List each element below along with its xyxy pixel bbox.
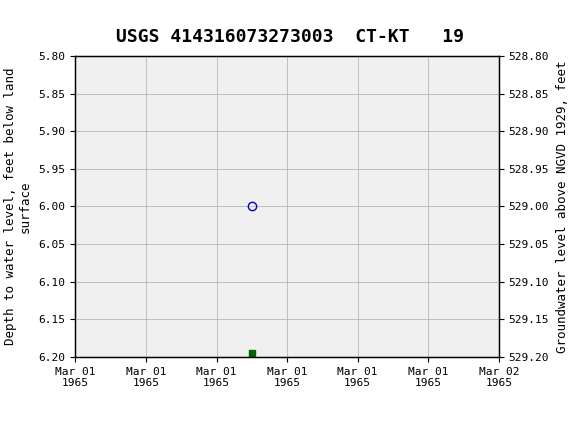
- Y-axis label: Groundwater level above NGVD 1929, feet: Groundwater level above NGVD 1929, feet: [556, 60, 569, 353]
- Text: USGS 414316073273003  CT-KT   19: USGS 414316073273003 CT-KT 19: [116, 28, 464, 46]
- Y-axis label: Depth to water level, feet below land
surface: Depth to water level, feet below land su…: [3, 68, 32, 345]
- Text: ▒USGS: ▒USGS: [6, 7, 64, 29]
